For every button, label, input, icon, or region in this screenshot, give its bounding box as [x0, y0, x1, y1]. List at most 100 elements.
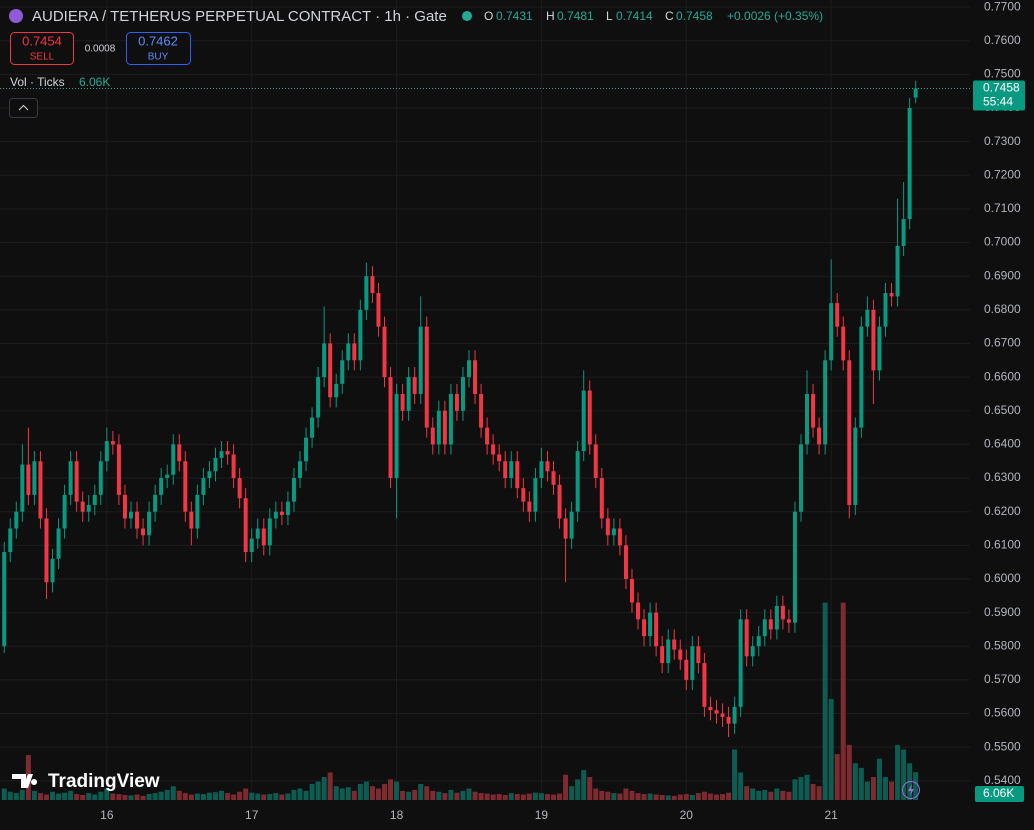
candle-body: [370, 276, 375, 294]
candle-body: [786, 619, 791, 623]
candle-body: [279, 511, 284, 516]
volume-bar: [653, 794, 659, 800]
volume-bar: [152, 793, 158, 800]
buy-button[interactable]: [126, 32, 191, 65]
candle-body: [829, 303, 834, 361]
volume-bar: [339, 788, 345, 800]
volume-bar: [219, 790, 225, 800]
volume-bar: [86, 793, 92, 800]
status-dot: [462, 11, 472, 21]
ohlc-value: 0.7414: [616, 9, 653, 23]
candle-body: [515, 461, 520, 489]
alert-icon[interactable]: [902, 781, 920, 799]
volume-bar: [665, 795, 671, 800]
y-tick-label: 0.7100: [984, 201, 1021, 215]
candle-body: [147, 511, 152, 536]
candle-body: [430, 427, 435, 445]
y-tick-label: 0.5800: [984, 638, 1021, 652]
y-tick-label: 0.6800: [984, 302, 1021, 316]
candle-body: [406, 377, 411, 411]
volume-bar: [617, 793, 623, 800]
volume-bar: [520, 794, 526, 800]
buy-price: 0.7462: [138, 33, 178, 48]
candle-body: [104, 441, 109, 462]
volume-bar: [599, 790, 605, 800]
volume-bar: [701, 791, 707, 800]
candle-body: [817, 427, 822, 445]
candle-body: [400, 393, 405, 411]
candle-body: [86, 504, 91, 512]
volume-bar: [200, 794, 206, 800]
volume-bar: [333, 786, 339, 800]
volume-bar: [430, 790, 436, 800]
sell-button[interactable]: [10, 32, 74, 65]
y-tick-label: 0.6900: [984, 268, 1021, 282]
bolt: [908, 784, 914, 796]
candle-body: [352, 343, 357, 361]
volume-bar: [231, 794, 237, 800]
candle-body: [883, 293, 888, 327]
volume-legend-value: 6.06K: [79, 75, 110, 89]
candle-body: [297, 461, 302, 479]
ohlc-value: 0.7458: [676, 9, 713, 23]
volume-bar: [1, 788, 7, 800]
candle-body: [907, 107, 912, 220]
volume-bar: [418, 783, 424, 800]
candle-body: [684, 659, 689, 680]
volume-bar: [913, 772, 919, 800]
volume-bar: [345, 787, 351, 800]
candle-body: [623, 545, 628, 579]
x-tick-label: 20: [680, 808, 694, 822]
volume-bar: [98, 791, 104, 800]
volume-bar: [188, 794, 194, 800]
volume-bar: [158, 791, 164, 800]
candle-body: [98, 461, 103, 495]
volume-bar: [309, 783, 315, 800]
y-tick-label: 0.6300: [984, 470, 1021, 484]
volume-bar: [19, 789, 25, 800]
volume-bar: [508, 793, 514, 800]
collapse-button[interactable]: [9, 98, 38, 118]
candle-body: [213, 457, 218, 472]
candle-body: [267, 518, 272, 546]
candle-body: [678, 649, 683, 660]
candle-body: [491, 444, 496, 455]
volume-bar: [381, 783, 387, 800]
volume-bar: [901, 749, 907, 800]
volume-bar: [786, 791, 792, 800]
volume-bar: [478, 793, 484, 800]
y-tick-label: 0.5400: [984, 773, 1021, 787]
volume-bar: [635, 793, 641, 800]
y-tick-label: 0.6000: [984, 571, 1021, 585]
candle-body: [249, 538, 254, 553]
y-tick-label: 0.5700: [984, 672, 1021, 686]
candle-body: [587, 390, 592, 445]
volume-bar: [641, 794, 647, 800]
volume-bar: [466, 788, 472, 800]
watermark-logo: [12, 774, 38, 788]
candle-body: [611, 528, 616, 536]
candle-body: [189, 511, 194, 529]
spread: 0.0008: [85, 44, 116, 55]
candle-body: [720, 713, 725, 717]
volume-bar: [683, 794, 689, 800]
candle-body: [159, 478, 164, 495]
volume-bar: [762, 789, 768, 800]
sell-label: SELL: [30, 52, 55, 63]
candle-body: [648, 612, 653, 637]
y-tick-label: 0.7300: [984, 134, 1021, 148]
candle-body: [593, 444, 598, 479]
candle-body: [460, 377, 465, 411]
ohlc-value: 0.7481: [557, 9, 594, 23]
volume-bar: [538, 793, 544, 800]
volume-bar: [375, 788, 381, 800]
volume-bar: [369, 786, 375, 800]
candle-body: [913, 88, 918, 98]
x-tick-label: 19: [535, 808, 549, 822]
volume-bar: [7, 791, 13, 800]
candle-body: [135, 511, 140, 529]
candle-body: [762, 619, 767, 637]
volume-bar: [412, 789, 418, 800]
candle-body: [243, 498, 248, 553]
volume-bar: [206, 792, 212, 800]
